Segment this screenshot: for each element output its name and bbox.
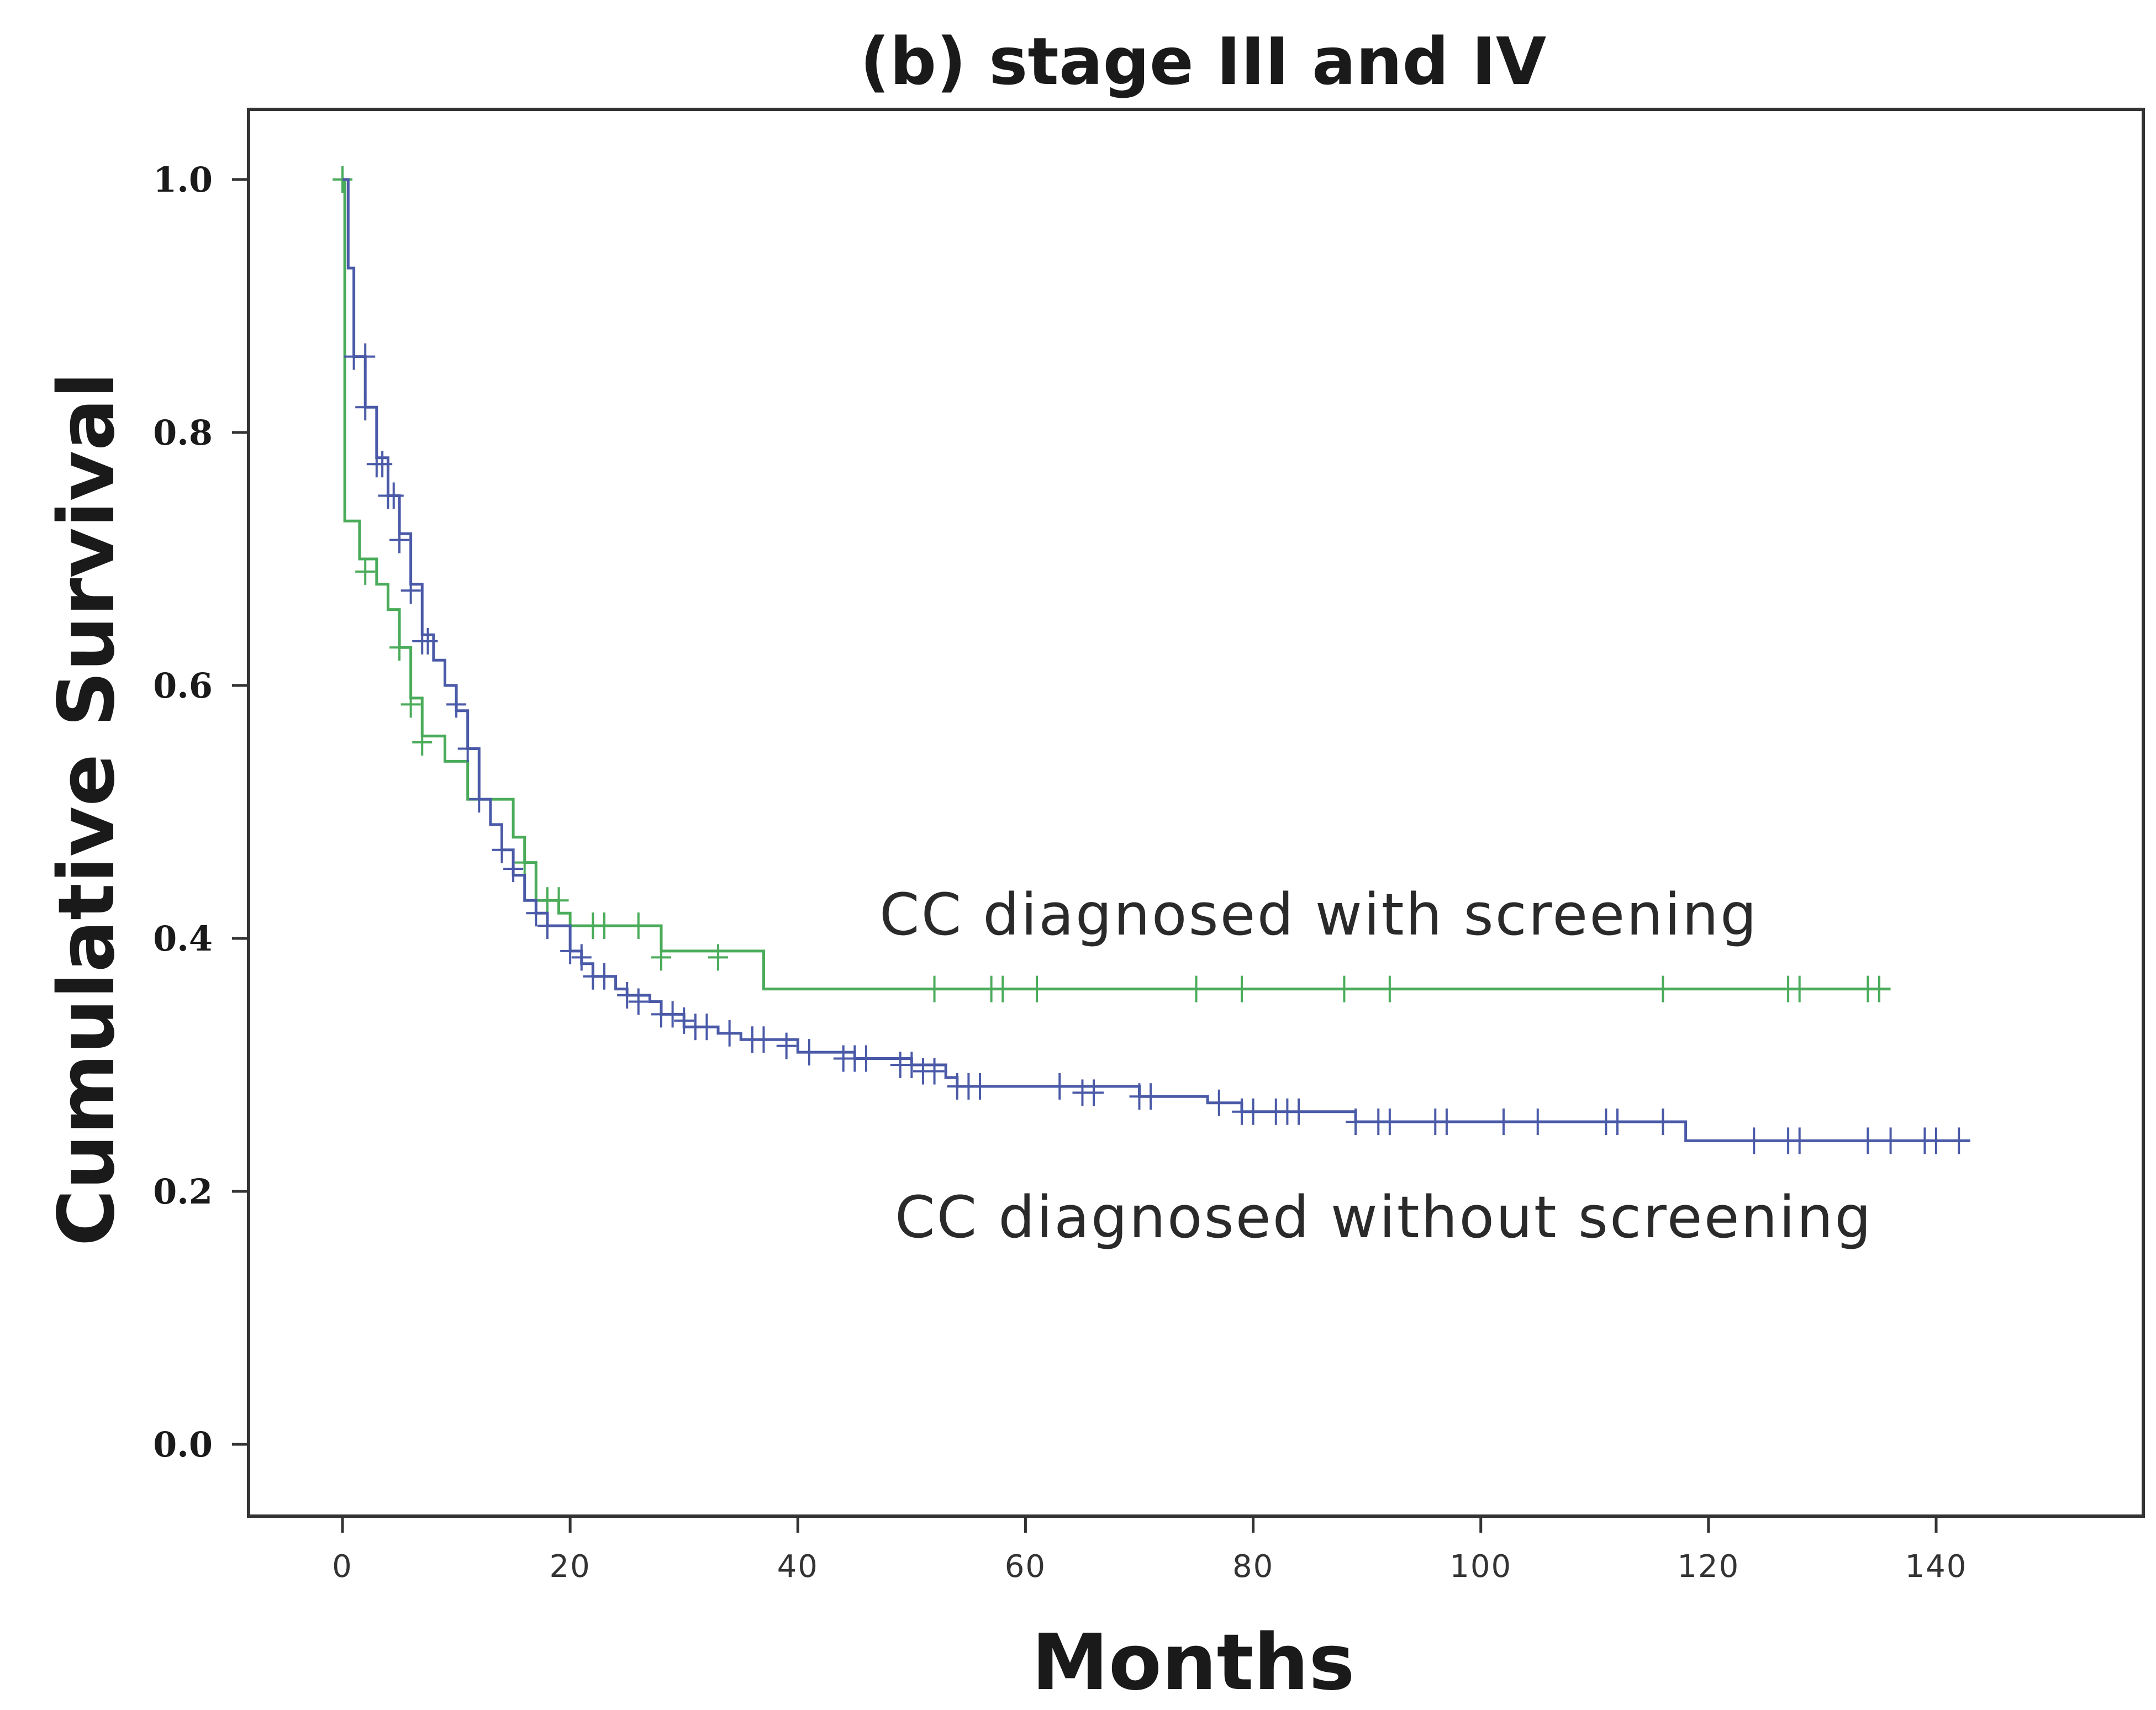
y-axis-title: Cumulative Survival [42, 372, 132, 1247]
x-tick-label: 20 [550, 1549, 591, 1585]
x-tick-label: 120 [1677, 1549, 1739, 1585]
y-axis: 0.0 0.2 0.4 0.6 0.8 1.0 [153, 160, 249, 1465]
x-tick-label: 140 [1905, 1549, 1968, 1585]
annotation-without-screening: CC diagnosed without screening [895, 1184, 1873, 1251]
x-tick-label: 0 [332, 1549, 353, 1585]
plot-frame [247, 108, 2145, 1518]
y-tick-label: 1.0 [153, 160, 213, 200]
x-axis-title: Months [1031, 1618, 1354, 1708]
y-tick-label: 0.4 [153, 919, 213, 959]
x-tick-label: 60 [1005, 1549, 1046, 1585]
annotation-with-screening: CC diagnosed with screening [879, 881, 1758, 948]
x-axis: 0 20 40 60 80 100 120 140 [332, 1516, 1968, 1585]
series-group [333, 166, 1970, 1154]
chart-title: (b) stage III and IV [860, 23, 1546, 99]
y-tick-label: 0.8 [153, 413, 213, 453]
x-tick-label: 40 [777, 1549, 819, 1585]
series-without-screening [342, 178, 1970, 1154]
survival-curve [342, 178, 1891, 991]
y-tick-label: 0.2 [153, 1171, 213, 1212]
y-tick-label: 0.0 [153, 1424, 213, 1465]
x-tick-label: 80 [1232, 1549, 1274, 1585]
x-tick-label: 100 [1449, 1549, 1512, 1585]
y-tick-label: 0.6 [153, 666, 213, 706]
